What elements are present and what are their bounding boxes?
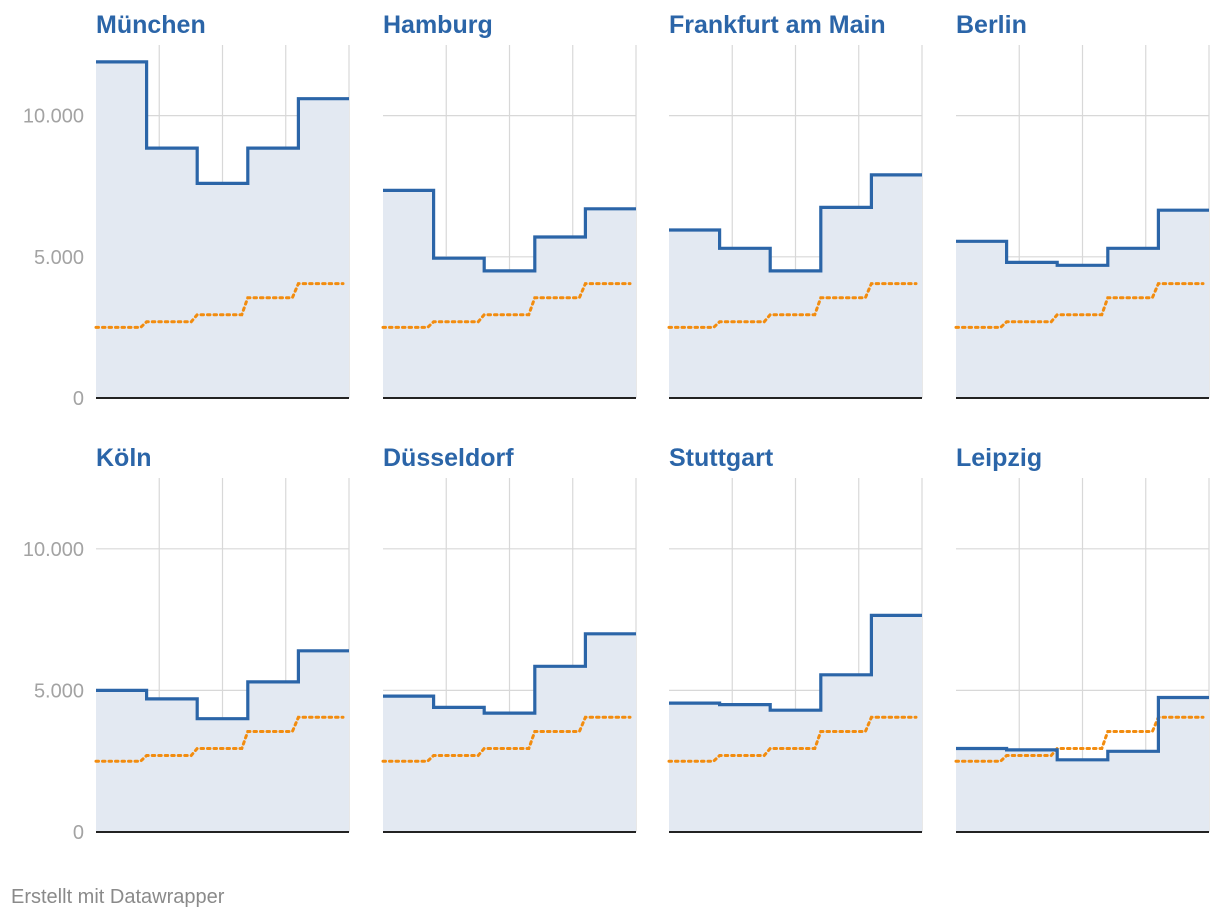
reference-line-0: [94, 282, 345, 329]
panel-title-7: Leipzig: [956, 444, 1042, 472]
city-area-4: [96, 650, 349, 832]
city-line-4: [96, 649, 349, 721]
reference-line-5: [381, 715, 632, 763]
city-line-0: [96, 60, 349, 185]
city-area-6: [669, 615, 922, 832]
city-line-7: [956, 695, 1209, 762]
small-multiples-chart: München 0 5.000 10.000 Hamburg Frankfurt am M…: [23, 11, 1210, 844]
reference-line-1: [381, 282, 632, 329]
city-area-1: [383, 190, 636, 398]
panel-title-4: Köln: [96, 444, 152, 472]
city-line-3: [956, 208, 1209, 267]
credit-text: Erstellt mit Datawrapper: [11, 886, 225, 908]
y-tick-label: 0: [73, 822, 84, 844]
y-tick-label: 10.000: [23, 539, 84, 561]
y-tick-label: 5.000: [34, 680, 84, 702]
panel-title-5: Düsseldorf: [383, 444, 514, 472]
panel-title-2: Frankfurt am Main: [669, 11, 886, 39]
city-area-7: [956, 697, 1209, 832]
city-area-3: [956, 210, 1209, 398]
city-area-5: [383, 633, 636, 832]
y-tick-label: 5.000: [34, 247, 84, 269]
city-line-1: [383, 188, 636, 273]
city-area-0: [96, 61, 349, 399]
reference-line-4: [94, 715, 345, 763]
city-line-2: [669, 173, 922, 273]
y-tick-label: 0: [73, 388, 84, 410]
city-line-5: [383, 632, 636, 715]
reference-line-2: [667, 282, 918, 329]
panel-title-1: Hamburg: [383, 11, 493, 39]
reference-line-7: [954, 715, 1205, 763]
reference-line-3: [954, 282, 1205, 329]
panel-title-3: Berlin: [956, 11, 1027, 39]
panel-title-6: Stuttgart: [669, 444, 774, 472]
panel-title-0: München: [96, 11, 206, 39]
reference-line-6: [667, 715, 918, 763]
city-area-2: [669, 174, 922, 398]
y-tick-label: 10.000: [23, 106, 84, 128]
city-line-6: [669, 613, 922, 712]
